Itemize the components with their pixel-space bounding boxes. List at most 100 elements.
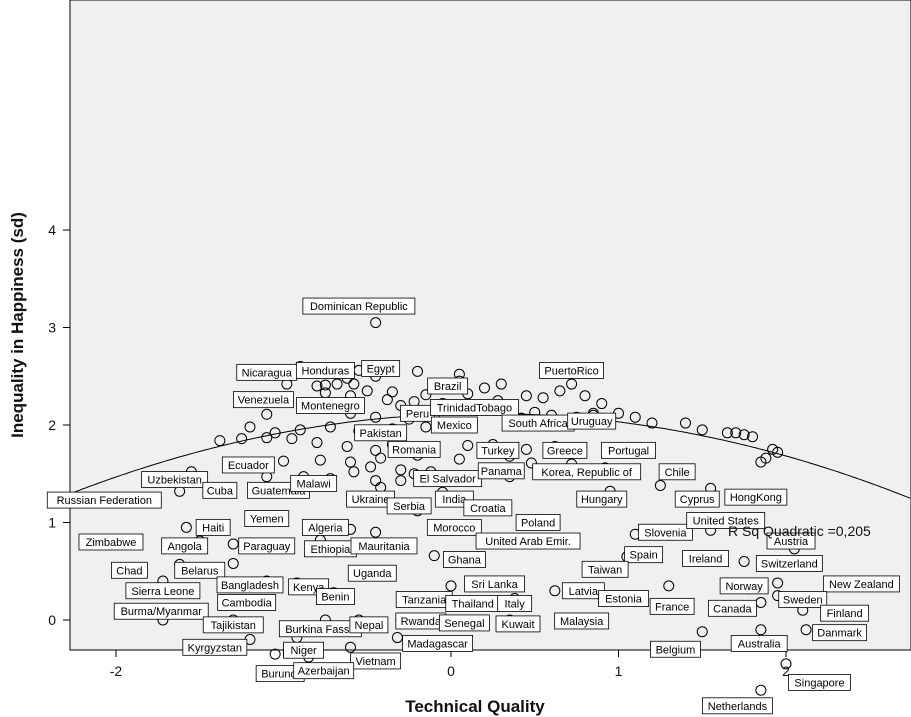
label-mexico: Mexico (430, 416, 478, 434)
data-point-chile (654, 479, 666, 491)
svg-text:Ukraine: Ukraine (352, 494, 390, 506)
label-slovenia: Slovenia (638, 523, 693, 541)
svg-text:Ghana: Ghana (448, 555, 482, 567)
data-point (375, 452, 387, 464)
data-point (345, 456, 356, 468)
svg-text:Vietnam: Vietnam (356, 656, 396, 668)
data-point-egypt (348, 378, 360, 390)
data-point (755, 456, 767, 468)
data-point (311, 437, 323, 449)
svg-text:HongKong: HongKong (730, 492, 782, 504)
svg-text:Croatia: Croatia (470, 503, 506, 515)
svg-text:Senegal: Senegal (444, 618, 484, 630)
data-point-belgium (696, 626, 708, 638)
data-point-danmark (800, 624, 812, 636)
label-sri-lanka: Sri Lanka (464, 575, 525, 593)
data-point-ecuador (278, 455, 289, 467)
data-point (420, 389, 432, 401)
data-point-france (663, 580, 675, 592)
label-senegal: Senegal (438, 614, 490, 632)
data-point (730, 427, 742, 439)
svg-text:Burundi: Burundi (261, 669, 299, 681)
svg-text:Madagascar: Madagascar (407, 638, 468, 650)
svg-text:Romania: Romania (392, 444, 437, 456)
svg-text:Portugal: Portugal (608, 445, 649, 457)
label-serbia: Serbia (386, 497, 432, 515)
svg-text:Tajikistan: Tajikistan (211, 620, 256, 632)
label-thailand: Thailand (445, 595, 501, 612)
label-uganda: Uganda (347, 564, 397, 582)
label-mauritania: Mauritania (350, 537, 418, 555)
label-honduras: Honduras (295, 361, 355, 379)
label-united-states: United States (686, 512, 766, 529)
svg-text:Sri Lanka: Sri Lanka (471, 579, 518, 591)
data-point (462, 439, 474, 451)
svg-text:Dominican Republic: Dominican Republic (310, 301, 408, 313)
label-haiti: Haiti (195, 518, 231, 536)
svg-text:South Africa: South Africa (508, 418, 568, 430)
label-uzbekistan: Uzbekistan (141, 471, 209, 489)
label-switzerland: Switzerland (755, 555, 823, 572)
data-point-sri-lanka (445, 580, 457, 592)
svg-text:Finland: Finland (827, 608, 863, 620)
label-pakistan: Pakistan (354, 424, 408, 442)
svg-text:Burma/Myanmar: Burma/Myanmar (121, 606, 203, 618)
data-point (520, 443, 532, 455)
svg-text:Estonia: Estonia (605, 594, 643, 606)
svg-text:Slovenia: Slovenia (644, 527, 687, 539)
svg-text:Netherlands: Netherlands (708, 701, 768, 713)
svg-text:Malawi: Malawi (297, 479, 331, 491)
svg-text:India: India (442, 494, 467, 506)
data-point (721, 427, 733, 439)
label-korea-republic-of: Korea, Republic of (532, 463, 642, 481)
data-point-singapore (780, 658, 792, 670)
svg-text:Egypt: Egypt (367, 363, 395, 375)
data-point (747, 431, 758, 443)
data-point-mauritania (370, 526, 382, 538)
data-point (244, 421, 256, 433)
svg-text:Spain: Spain (630, 550, 658, 562)
x-tick-label: 2 (782, 663, 790, 679)
label-russian-federation: Russian Federation (46, 491, 162, 509)
svg-text:El Salvador: El Salvador (420, 474, 477, 486)
svg-text:Greece: Greece (547, 445, 583, 457)
svg-text:Malaysia: Malaysia (560, 616, 604, 628)
label-turkey: Turkey (476, 441, 520, 459)
data-point-netherlands (755, 684, 767, 696)
label-romania: Romania (387, 440, 441, 458)
data-point (269, 427, 281, 439)
label-el-salvador: El Salvador (413, 470, 483, 488)
label-south-africa: South Africa (501, 414, 575, 432)
label-ethiopia: Ethiopia (303, 540, 357, 558)
svg-text:Russian Federation: Russian Federation (57, 495, 152, 507)
svg-text:Tanzania: Tanzania (402, 595, 447, 607)
svg-text:Morocco: Morocco (433, 522, 475, 534)
svg-text:Australia: Australia (738, 638, 782, 650)
label-chile: Chile (658, 463, 696, 481)
svg-text:United Arab Emir.: United Arab Emir. (485, 536, 571, 548)
svg-text:Kyrgyzstan: Kyrgyzstan (188, 642, 242, 654)
label-kuwait: Kuwait (495, 615, 541, 633)
svg-text:Bangladesh: Bangladesh (221, 580, 279, 592)
label-venezuela: Venezuela (232, 391, 294, 409)
svg-text:Mexico: Mexico (437, 420, 472, 432)
svg-text:Nicaragua: Nicaragua (242, 367, 293, 379)
label-madagascar: Madagascar (402, 635, 474, 652)
svg-text:Rwanda: Rwanda (401, 616, 442, 628)
svg-text:Venezuela: Venezuela (238, 395, 290, 407)
svg-text:Belgium: Belgium (656, 644, 696, 656)
svg-text:Haiti: Haiti (202, 522, 224, 534)
svg-text:Canada: Canada (713, 603, 752, 615)
label-sweden: Sweden (778, 591, 828, 608)
label-france: France (649, 597, 695, 615)
data-point (495, 378, 507, 390)
svg-text:Azerbaijan: Azerbaijan (298, 666, 350, 678)
label-new-zealand: New Zealand (822, 575, 900, 593)
y-axis-title: Inequality in Happiness (sd) (8, 212, 27, 438)
data-point-nicaragua (319, 379, 331, 391)
label-rwanda: Rwanda (395, 612, 447, 630)
label-egypt: Egypt (361, 360, 401, 377)
label-hongkong: HongKong (724, 488, 788, 506)
svg-text:United States: United States (693, 516, 760, 528)
